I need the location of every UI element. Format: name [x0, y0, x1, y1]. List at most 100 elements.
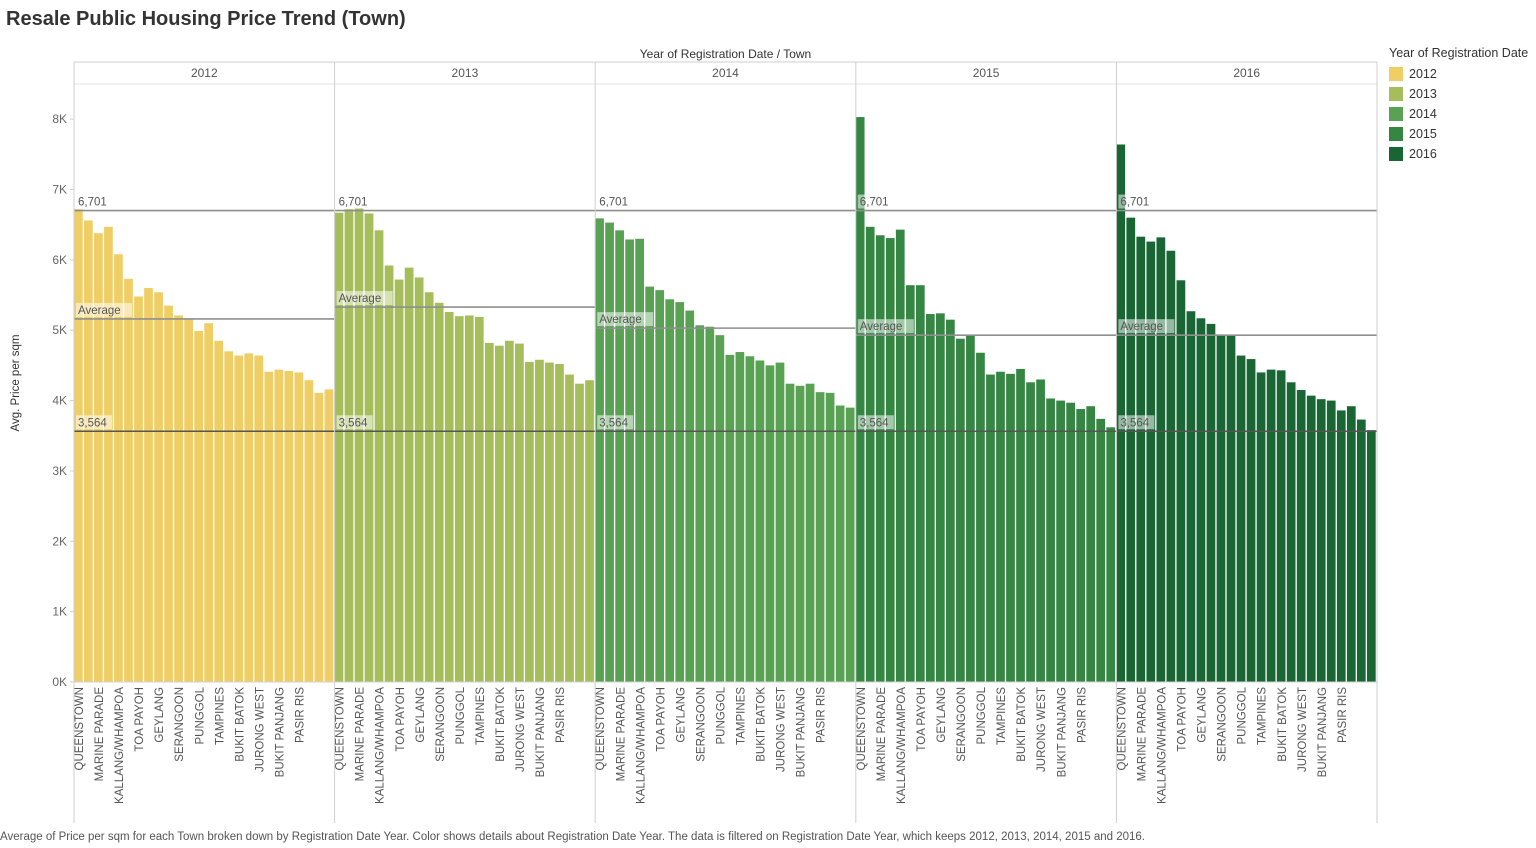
- bar-2013: [334, 212, 344, 682]
- bar-2014: [695, 325, 705, 682]
- bar-2015: [946, 319, 955, 682]
- bar-2012: [254, 355, 264, 682]
- bar-2014: [615, 230, 624, 682]
- x-tick-label: GEYLANG: [936, 687, 948, 743]
- bar-2012: [144, 288, 153, 682]
- bar-2015: [1106, 427, 1116, 682]
- max-label-bg: [597, 194, 634, 209]
- bar-2015: [1026, 382, 1035, 682]
- x-tick-label: BUKIT PANJANG: [796, 687, 808, 777]
- max-label-bg: [1118, 194, 1155, 209]
- bar-2012: [234, 355, 244, 682]
- legend-label: 2012: [1409, 67, 1437, 81]
- bar-2013: [374, 230, 384, 682]
- bar-2016: [1216, 334, 1226, 682]
- x-tick-label: BUKIT BATOK: [495, 687, 507, 762]
- bar-2016: [1266, 369, 1276, 682]
- x-tick-label: PUNGGOL: [715, 686, 727, 744]
- x-tick-label: PASIR RIS: [295, 687, 307, 743]
- legend-label: 2013: [1409, 87, 1437, 101]
- bar-2013: [555, 364, 564, 682]
- bar-2015: [1056, 400, 1065, 682]
- x-tick-label: JURONG WEST: [515, 687, 527, 772]
- legend[interactable]: Year of Registration Date 2012 2013 2014…: [1389, 46, 1528, 164]
- x-tick-label: TOA PAYOH: [1177, 687, 1189, 752]
- x-tick-label: SERANGOON: [956, 687, 968, 762]
- bar-2012: [314, 392, 324, 682]
- bar-2012: [224, 351, 234, 682]
- legend-swatch: [1389, 107, 1403, 121]
- bar-2012: [134, 296, 143, 682]
- bar-2014: [645, 286, 655, 682]
- bar-2014: [785, 383, 795, 682]
- min-label-2014: 3,564: [599, 417, 628, 429]
- bar-2012: [104, 226, 113, 682]
- legend-item-2015[interactable]: 2015: [1389, 124, 1528, 144]
- bar-2015: [1016, 368, 1025, 682]
- min-label-2016: 3,564: [1120, 417, 1149, 429]
- bar-2013: [585, 380, 594, 682]
- x-tick-label: TOA PAYOH: [655, 687, 667, 752]
- bar-2014: [635, 238, 645, 682]
- x-tick-label: QUEENSTOWN: [856, 687, 868, 771]
- bar-2013: [384, 265, 394, 682]
- bar-2012: [284, 371, 294, 682]
- min-label-2013: 3,564: [339, 417, 368, 429]
- min-label-2012: 3,564: [78, 417, 107, 429]
- x-tick-label: QUEENSTOWN: [1116, 687, 1128, 771]
- x-tick-label: KALLANG/WHAMPOA: [114, 687, 126, 804]
- x-tick-label: MARINE PARADE: [615, 687, 627, 782]
- bar-2013: [424, 292, 434, 682]
- y-tick-label: 8K: [52, 112, 67, 126]
- bar-2016: [1336, 410, 1346, 682]
- bar-2014: [805, 383, 815, 682]
- average-label-2015: Average: [860, 321, 903, 333]
- bar-2016: [1226, 335, 1236, 682]
- bar-2015: [875, 235, 885, 682]
- bar-2015: [915, 285, 925, 682]
- legend-item-2013[interactable]: 2013: [1389, 84, 1528, 104]
- bar-2016: [1136, 236, 1146, 683]
- panel-header-2016: 2016: [1233, 66, 1260, 80]
- panel-header-2015: 2015: [973, 66, 1000, 80]
- max-label-2014: 6,701: [599, 197, 628, 209]
- bar-2014: [755, 360, 765, 682]
- y-tick-label: 4K: [52, 394, 67, 408]
- bar-2015: [996, 371, 1005, 682]
- x-tick-label: GEYLANG: [1197, 687, 1209, 743]
- x-tick-label: PASIR RIS: [1076, 687, 1088, 743]
- bar-2016: [1306, 395, 1316, 682]
- x-tick-label: PASIR RIS: [555, 687, 567, 743]
- x-tick-label: TAMPINES: [475, 687, 487, 745]
- legend-item-2014[interactable]: 2014: [1389, 104, 1528, 124]
- legend-item-2016[interactable]: 2016: [1389, 144, 1528, 164]
- x-tick-label: BUKIT PANJANG: [535, 687, 547, 777]
- bar-2012: [264, 371, 274, 682]
- x-tick-label: MARINE PARADE: [355, 687, 367, 782]
- chart-caption: Average of Price per sqm for each Town b…: [0, 831, 1145, 843]
- bar-2014: [655, 290, 665, 682]
- bar-2013: [344, 209, 354, 683]
- bar-2016: [1116, 144, 1126, 682]
- y-tick-label: 3K: [52, 464, 67, 478]
- panel-header-2013: 2013: [452, 66, 479, 80]
- average-label-bg: [76, 302, 132, 317]
- bar-2014: [685, 310, 695, 682]
- bar-2013: [454, 316, 464, 682]
- bar-2012: [74, 209, 83, 683]
- x-tick-label: PASIR RIS: [1337, 687, 1349, 743]
- x-tick-label: GEYLANG: [675, 687, 687, 743]
- min-label-bg: [857, 415, 894, 430]
- legend-swatch: [1389, 147, 1403, 161]
- bar-2016: [1316, 399, 1326, 682]
- bar-2012: [124, 278, 133, 682]
- legend-item-2012[interactable]: 2012: [1389, 64, 1528, 84]
- bar-2016: [1236, 355, 1246, 682]
- bar-2015: [935, 313, 945, 682]
- bar-2014: [725, 354, 735, 682]
- bar-2014: [715, 335, 725, 682]
- x-tick-label: TOA PAYOH: [395, 687, 407, 752]
- x-tick-label: SERANGOON: [435, 687, 447, 762]
- average-label-2014: Average: [599, 314, 642, 326]
